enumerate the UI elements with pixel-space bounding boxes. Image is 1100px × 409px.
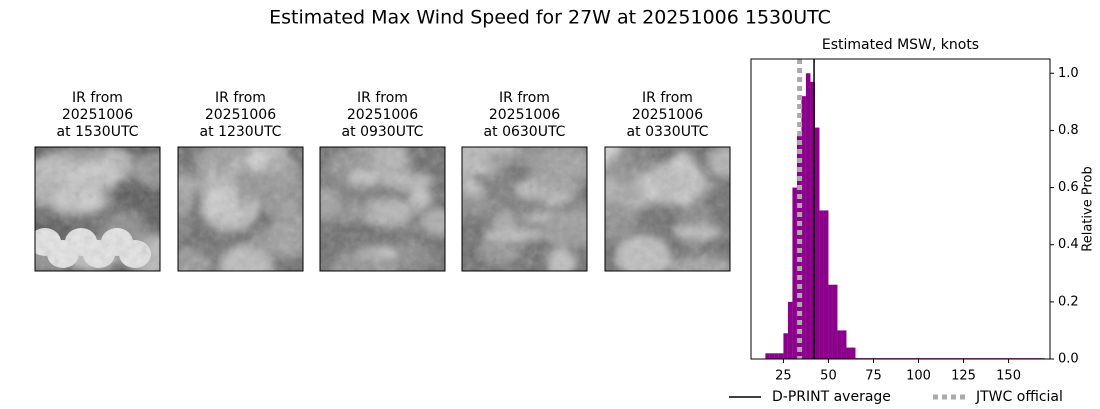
panel-title: IR from: [642, 90, 693, 106]
ir-content: [35, 147, 160, 271]
y-tick-label: 0.4: [1058, 237, 1079, 252]
ir-image: [604, 146, 731, 272]
panel-title: at 0330UTC: [627, 124, 709, 140]
hist-bar: [828, 284, 833, 359]
hist-bar: [792, 187, 797, 359]
ir-noise: [35, 147, 160, 271]
x-tick-label: 25: [775, 369, 792, 384]
hist-bar: [801, 96, 806, 360]
ir-noise: [178, 147, 303, 271]
ir-content: [462, 147, 587, 271]
hist-bar: [774, 353, 779, 359]
hist-bar: [787, 301, 793, 359]
panel-title: at 0630UTC: [484, 124, 566, 140]
x-tick-label: 75: [865, 369, 882, 384]
hist-bar: [832, 284, 838, 359]
ir-noise: [320, 147, 445, 271]
panel-frame: [34, 146, 161, 272]
hist-bar: [769, 353, 775, 359]
ir-noise: [605, 147, 730, 271]
hist-bar: [841, 330, 847, 359]
x-tick-label: 150: [996, 369, 1021, 384]
hist-bar: [796, 136, 802, 359]
panel-title: 20251006: [205, 107, 276, 123]
panel-title: IR from: [72, 90, 123, 106]
ir-content: [178, 147, 303, 271]
plot-frame: [750, 58, 1051, 360]
panel-frame: [319, 146, 446, 272]
ir-noise: [462, 147, 587, 271]
ir-image: [461, 146, 588, 272]
hist-bar: [805, 73, 811, 360]
legend-label: JTWC official: [975, 389, 1063, 405]
ir-image: [177, 146, 304, 272]
panel-title: 20251006: [489, 107, 560, 123]
hist-bar: [778, 353, 784, 359]
ir-content: [605, 147, 730, 271]
panel-title: IR from: [357, 90, 408, 106]
main-title: Estimated Max Wind Speed for 27W at 2025…: [269, 7, 831, 29]
chart-title: Estimated MSW, knots: [822, 37, 979, 53]
y-tick-label: 0.0: [1058, 352, 1079, 367]
legend-label: D-PRINT average: [772, 389, 891, 405]
x-tick-label: 50: [820, 369, 837, 384]
hist-bar: [823, 210, 829, 359]
ir-image: [34, 146, 161, 272]
y-tick-label: 1.0: [1058, 66, 1079, 81]
y-tick-label: 0.8: [1058, 123, 1079, 138]
ir-content: [320, 147, 445, 271]
y-tick-label: 0.2: [1058, 294, 1079, 309]
panel-title: at 1230UTC: [200, 124, 282, 140]
hist-bar: [819, 210, 824, 359]
panel-title: 20251006: [62, 107, 133, 123]
panel-title: 20251006: [632, 107, 703, 123]
y-axis-label: Relative Prob: [1081, 166, 1096, 251]
hist-bar: [810, 81, 815, 359]
hist-bar: [850, 347, 856, 359]
panel-title: at 0930UTC: [342, 124, 424, 140]
hist-bar: [783, 333, 788, 359]
panel-title: IR from: [215, 90, 266, 106]
panel-frame: [461, 146, 588, 272]
panel-title: at 1530UTC: [57, 124, 139, 140]
x-tick-label: 100: [906, 369, 931, 384]
hist-bar: [765, 353, 770, 359]
panel-title: 20251006: [347, 107, 418, 123]
ir-image: [319, 146, 446, 272]
hist-bar: [846, 347, 851, 359]
panel-frame: [604, 146, 731, 272]
y-tick-label: 0.6: [1058, 180, 1079, 195]
hist-bar: [837, 330, 842, 359]
hist-bar: [814, 127, 820, 359]
x-tick-label: 125: [951, 369, 976, 384]
panel-frame: [177, 146, 304, 272]
panel-title: IR from: [499, 90, 550, 106]
